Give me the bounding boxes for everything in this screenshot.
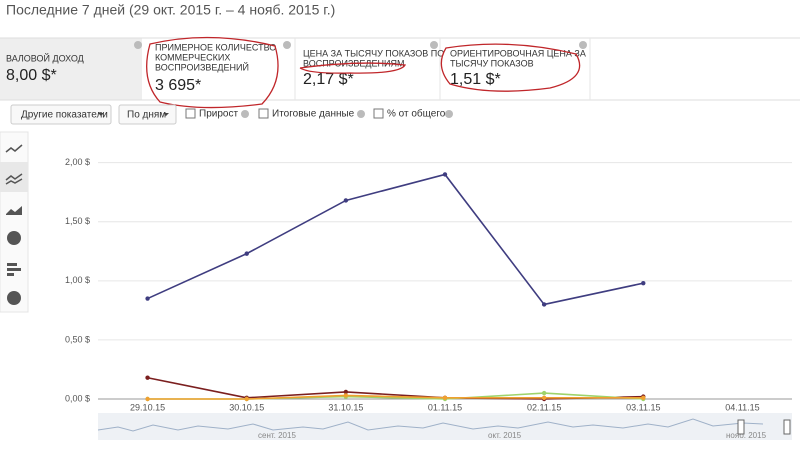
icon-line[interactable] [5,144,23,153]
x-tick-label: 03.11.15 [626,402,660,412]
data-point [343,393,349,398]
metric-label: ПРИМЕРНОЕ КОЛИЧЕСТВО [155,42,276,52]
series-line [147,173,644,306]
data-point [541,302,547,307]
data-point [442,395,448,401]
range-handle[interactable] [737,419,745,435]
icon-map[interactable] [7,291,21,305]
series-line [147,376,644,400]
metric-label: ВОСПРОИЗВЕДЕНИЙ [155,61,249,72]
data-point [641,280,646,286]
timeline[interactable] [98,413,792,440]
x-tick-label: 29.10.15 [130,402,165,412]
timeline-sparkline [97,418,764,432]
series-line [147,394,644,400]
data-point [145,296,150,301]
checkbox[interactable] [258,108,269,119]
y-tick-label: 0,00 $ [65,393,90,403]
checkbox[interactable] [373,108,384,119]
data-point [442,172,448,177]
annotation-underline [299,62,407,74]
data-point [244,251,249,256]
data-point [145,375,150,380]
data-point [244,396,249,402]
help-icon[interactable] [445,110,453,118]
icon-bars[interactable] [7,263,21,276]
page-title: Последние 7 дней (29 окт. 2015 г. – 4 но… [6,2,335,18]
icon-multiline[interactable] [5,173,23,185]
metric-value: 2,17 $* [303,71,354,88]
x-tick-label: 04.11.15 [725,402,759,412]
help-icon[interactable] [134,41,142,49]
checkbox[interactable] [185,108,196,119]
data-point [343,389,349,395]
data-point [641,395,646,401]
help-icon[interactable] [357,110,365,118]
metric-value: 8,00 $* [6,67,57,84]
button[interactable] [118,104,177,125]
annotation-circle [146,36,279,109]
sidebar [0,131,29,313]
data-point [541,395,547,401]
metric-label: ВАЛОВОЙ ДОХОД [6,52,84,63]
button-label: Другие показатели [21,110,108,121]
y-tick-label: 1,50 $ [65,216,90,226]
help-icon[interactable] [430,41,438,49]
x-tick-label: 02.11.15 [527,402,561,412]
range-handle[interactable] [783,419,791,435]
data-point [343,198,349,203]
checkbox-label: Итоговые данные [272,109,355,120]
metric-label: КОММЕРЧЕСКИХ [155,52,230,62]
card-selected[interactable] [0,38,142,100]
help-icon[interactable] [241,110,249,118]
timeline-label: нояб. 2015 [726,431,767,440]
checkbox-label: Прирост [199,109,238,120]
metric-value: 1,51 $* [450,71,501,88]
sidebar-selected [0,162,28,192]
timeline-label: сент. 2015 [258,431,296,440]
icon-pie[interactable] [7,231,21,245]
help-icon[interactable] [579,41,587,49]
x-tick-label: 30.10.15 [229,402,264,412]
icon-area[interactable] [6,206,22,215]
data-point [145,396,150,402]
help-icon[interactable] [283,41,291,49]
y-tick-label: 2,00 $ [65,157,90,167]
metric-value: 3 695* [155,77,201,94]
annotation-circle [440,43,581,92]
dropdown-arrow [163,113,169,116]
metric-label: ТЫСЯЧУ ПОКАЗОВ [450,58,534,68]
y-tick-label: 0,50 $ [65,334,90,344]
timeline-label: окт. 2015 [488,431,522,440]
checkbox-label: % от общего [387,108,446,120]
metric-label: ЦЕНА ЗА ТЫСЯЧУ ПОКАЗОВ ПО [303,48,444,58]
y-tick-label: 1,00 $ [65,275,90,285]
x-tick-label: 31.10.15 [328,402,363,412]
button[interactable] [10,104,112,125]
x-tick-label: 01.11.15 [428,402,462,412]
metric-label: ОРИЕНТИРОВОЧНАЯ ЦЕНА ЗА [450,48,586,58]
button-label: По дням [127,110,166,121]
dropdown-arrow [98,113,104,116]
data-point [541,390,547,396]
